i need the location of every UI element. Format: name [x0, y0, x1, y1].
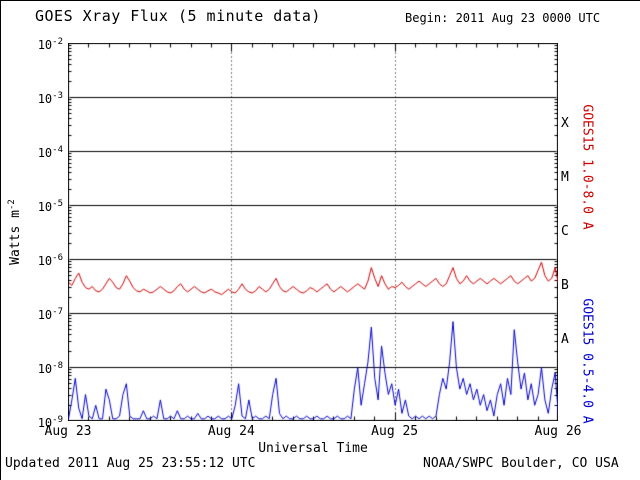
xray-flux-plot-canvas	[68, 43, 558, 421]
updated-timestamp: Updated 2011 Aug 25 23:55:12 UTC	[5, 456, 256, 471]
flare-class-label-a: A	[561, 332, 569, 347]
flare-class-label-b: B	[561, 278, 569, 293]
x-axis-label: Universal Time	[258, 441, 368, 456]
y-tick-label: 10-8	[37, 361, 63, 376]
series-label-short-channel: GOES15 0.5-4.0 A	[579, 298, 595, 424]
y-tick-label: 10-2	[37, 37, 63, 52]
credit-label: NOAA/SWPC Boulder, CO USA	[423, 456, 619, 471]
y-tick-label: 10-9	[37, 415, 63, 430]
begin-time-label: Begin: 2011 Aug 23 0000 UTC	[405, 11, 601, 25]
flare-class-label-m: M	[561, 170, 569, 185]
y-tick-label: 10-4	[37, 145, 63, 160]
x-tick-label: Aug 23	[44, 424, 92, 439]
x-tick-label: Aug 24	[207, 424, 255, 439]
flare-class-label-c: C	[561, 224, 569, 239]
chart-title: GOES Xray Flux (5 minute data)	[35, 7, 321, 25]
flare-class-label-x: X	[561, 116, 569, 131]
y-tick-label: 10-5	[37, 199, 63, 214]
y-tick-label: 10-3	[37, 91, 63, 106]
x-tick-label: Aug 25	[371, 424, 419, 439]
series-label-long-channel: GOES15 1.0-8.0 A	[579, 104, 595, 230]
y-tick-label: 10-6	[37, 253, 63, 268]
x-tick-label: Aug 26	[534, 424, 582, 439]
y-tick-label: 10-7	[37, 307, 63, 322]
